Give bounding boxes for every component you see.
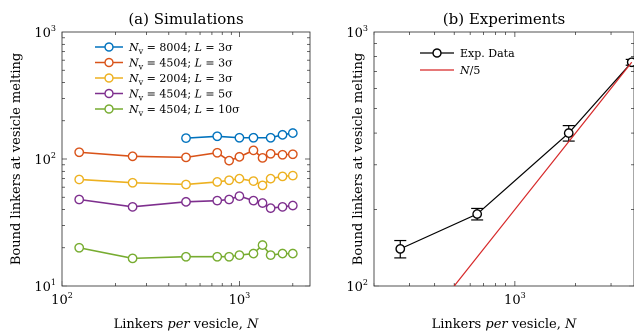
- data-point: [127, 253, 138, 264]
- data-point: [257, 240, 268, 250]
- legend-label: N/5: [459, 64, 480, 77]
- x-tick-label: 103: [229, 291, 251, 308]
- data-point: [265, 250, 276, 261]
- y-axis-label: Bound linkers at vesicle melting: [351, 53, 366, 265]
- data-point: [277, 201, 288, 212]
- legend-marker: [432, 48, 442, 58]
- data-point: [257, 180, 268, 191]
- y-axis-label: Bound linkers at vesicle melting: [9, 53, 24, 265]
- data-point: [563, 128, 574, 138]
- data-point: [74, 242, 85, 253]
- data-point: [265, 148, 276, 159]
- data-point: [74, 147, 85, 158]
- data-point: [277, 149, 288, 160]
- legend-marker: [104, 57, 114, 68]
- data-point: [74, 194, 85, 205]
- x-axis-label: Linkers per vesicle, N: [114, 317, 259, 332]
- data-point: [224, 175, 235, 186]
- panel-b: 103 102 103 (b) Experiments Linkers per vesi…: [346, 10, 634, 332]
- data-point: [265, 132, 276, 143]
- legend-marker: [104, 73, 114, 83]
- data-point: [277, 129, 288, 140]
- data-point: [257, 153, 268, 163]
- legend-label: Nv = 4504; L = 5σ: [128, 88, 233, 103]
- data-point: [472, 209, 483, 219]
- data-point: [287, 248, 298, 259]
- chart-title: (b) Experiments: [443, 10, 565, 28]
- data-point: [212, 251, 223, 262]
- data-point: [127, 201, 138, 212]
- data-point: [248, 176, 259, 186]
- data-point: [224, 194, 235, 205]
- data-point: [224, 251, 235, 262]
- legend-marker: [104, 104, 114, 114]
- data-point: [181, 196, 191, 207]
- data-point: [234, 250, 245, 261]
- data-point: [257, 198, 268, 208]
- data-point: [127, 177, 138, 188]
- data-point: [181, 251, 191, 262]
- data-point: [626, 57, 634, 68]
- x-axis-label: Linkers per vesicle, N: [432, 317, 577, 332]
- data-point: [265, 203, 276, 214]
- data-point: [287, 149, 298, 160]
- data-point: [248, 145, 259, 156]
- data-point: [212, 131, 223, 142]
- data-point: [277, 248, 288, 259]
- data-point: [212, 177, 223, 187]
- y-tick-label: 102: [34, 151, 56, 168]
- plot-area: [394, 57, 634, 286]
- y-tick-label: 103: [34, 24, 56, 41]
- legend-label: Nv = 2004; L = 3σ: [128, 72, 233, 87]
- data-point: [287, 170, 298, 181]
- data-point: [127, 151, 138, 162]
- data-point: [265, 173, 276, 184]
- y-tick-label: 103: [346, 24, 368, 41]
- legend-label: Nv = 8004; L = 3σ: [128, 41, 233, 56]
- series-line: [400, 61, 633, 250]
- data-point: [395, 243, 406, 254]
- y-tick-label: 101: [34, 278, 56, 295]
- legend-label: Exp. Data: [460, 47, 515, 60]
- data-point: [234, 173, 245, 184]
- series-line: [453, 61, 633, 286]
- legend-marker: [104, 42, 114, 52]
- data-point: [277, 171, 288, 182]
- legend-label: Nv = 4504; L = 10σ: [128, 103, 240, 118]
- data-point: [234, 151, 245, 162]
- data-point: [287, 128, 298, 138]
- data-point: [181, 179, 191, 190]
- data-point: [248, 248, 259, 259]
- data-point: [181, 133, 191, 144]
- data-point: [212, 147, 223, 158]
- axes-box: [373, 31, 634, 287]
- data-point: [224, 155, 235, 166]
- data-point: [287, 200, 298, 211]
- data-point: [234, 132, 245, 143]
- x-tick-label: 102: [51, 291, 73, 308]
- plot-area: [74, 128, 298, 264]
- data-point: [248, 195, 259, 206]
- legend-label: Nv = 4504; L = 3σ: [128, 57, 233, 72]
- chart-title: (a) Simulations: [128, 10, 243, 28]
- data-point: [234, 191, 245, 202]
- data-point: [248, 132, 259, 143]
- data-point: [212, 195, 223, 206]
- x-tick-label: 103: [504, 291, 526, 308]
- y-tick-label: 102: [346, 278, 368, 295]
- data-point: [181, 152, 191, 163]
- legend-marker: [104, 88, 114, 99]
- data-point: [74, 174, 85, 185]
